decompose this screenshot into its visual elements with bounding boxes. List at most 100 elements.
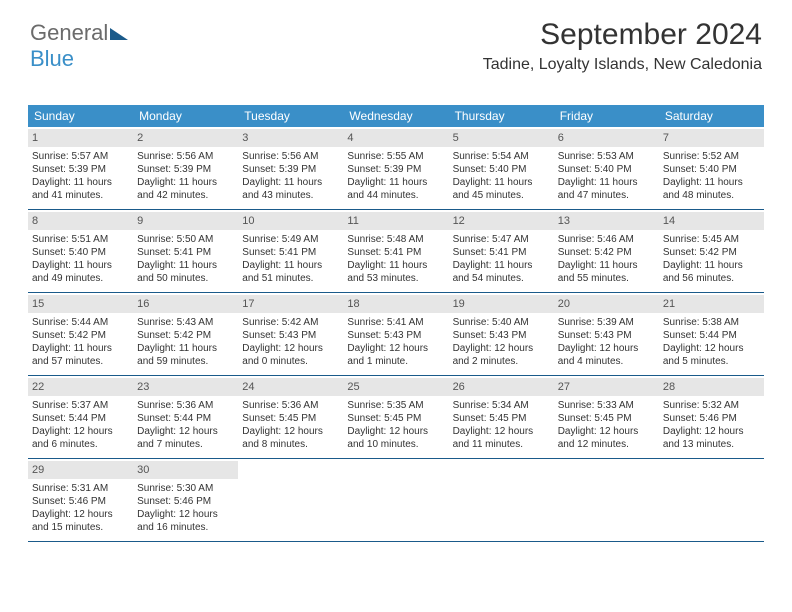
daylight-line-1: Daylight: 12 hours	[137, 425, 234, 438]
day-number: 17	[238, 295, 343, 313]
daylight-line-2: and 51 minutes.	[242, 272, 339, 285]
sunset-line: Sunset: 5:43 PM	[242, 329, 339, 342]
day-cell	[449, 459, 554, 541]
sunrise-line: Sunrise: 5:30 AM	[137, 482, 234, 495]
daylight-line-2: and 7 minutes.	[137, 438, 234, 451]
brand-part2: Blue	[30, 46, 74, 71]
sunrise-line: Sunrise: 5:40 AM	[453, 316, 550, 329]
day-cell: 25Sunrise: 5:35 AMSunset: 5:45 PMDayligh…	[343, 376, 448, 458]
day-cell: 15Sunrise: 5:44 AMSunset: 5:42 PMDayligh…	[28, 293, 133, 375]
daylight-line-2: and 1 minute.	[347, 355, 444, 368]
day-number: 20	[554, 295, 659, 313]
sunrise-line: Sunrise: 5:43 AM	[137, 316, 234, 329]
daylight-line-2: and 47 minutes.	[558, 189, 655, 202]
day-cell: 1Sunrise: 5:57 AMSunset: 5:39 PMDaylight…	[28, 127, 133, 209]
sunset-line: Sunset: 5:44 PM	[137, 412, 234, 425]
sunset-line: Sunset: 5:43 PM	[347, 329, 444, 342]
day-cell: 3Sunrise: 5:56 AMSunset: 5:39 PMDaylight…	[238, 127, 343, 209]
daylight-line-1: Daylight: 12 hours	[32, 508, 129, 521]
sunrise-line: Sunrise: 5:39 AM	[558, 316, 655, 329]
day-number: 12	[449, 212, 554, 230]
sunrise-line: Sunrise: 5:32 AM	[663, 399, 760, 412]
daylight-line-1: Daylight: 11 hours	[453, 176, 550, 189]
daylight-line-2: and 44 minutes.	[347, 189, 444, 202]
brand-triangle-icon	[110, 28, 128, 40]
daylight-line-1: Daylight: 11 hours	[137, 342, 234, 355]
daylight-line-1: Daylight: 11 hours	[32, 259, 129, 272]
daylight-line-1: Daylight: 12 hours	[242, 342, 339, 355]
day-cell: 30Sunrise: 5:30 AMSunset: 5:46 PMDayligh…	[133, 459, 238, 541]
sunrise-line: Sunrise: 5:51 AM	[32, 233, 129, 246]
sunrise-line: Sunrise: 5:45 AM	[663, 233, 760, 246]
week-row: 29Sunrise: 5:31 AMSunset: 5:46 PMDayligh…	[28, 459, 764, 542]
sunset-line: Sunset: 5:45 PM	[242, 412, 339, 425]
day-cell	[554, 459, 659, 541]
daylight-line-1: Daylight: 11 hours	[347, 176, 444, 189]
day-cell: 13Sunrise: 5:46 AMSunset: 5:42 PMDayligh…	[554, 210, 659, 292]
brand-logo: General Blue	[30, 20, 128, 72]
daylight-line-1: Daylight: 12 hours	[663, 342, 760, 355]
day-cell: 14Sunrise: 5:45 AMSunset: 5:42 PMDayligh…	[659, 210, 764, 292]
day-number: 26	[449, 378, 554, 396]
weeks-container: 1Sunrise: 5:57 AMSunset: 5:39 PMDaylight…	[28, 127, 764, 542]
week-row: 22Sunrise: 5:37 AMSunset: 5:44 PMDayligh…	[28, 376, 764, 459]
sunset-line: Sunset: 5:42 PM	[663, 246, 760, 259]
daylight-line-2: and 55 minutes.	[558, 272, 655, 285]
daylight-line-2: and 8 minutes.	[242, 438, 339, 451]
day-cell: 11Sunrise: 5:48 AMSunset: 5:41 PMDayligh…	[343, 210, 448, 292]
day-cell: 5Sunrise: 5:54 AMSunset: 5:40 PMDaylight…	[449, 127, 554, 209]
sunset-line: Sunset: 5:40 PM	[453, 163, 550, 176]
daylight-line-2: and 12 minutes.	[558, 438, 655, 451]
day-cell: 16Sunrise: 5:43 AMSunset: 5:42 PMDayligh…	[133, 293, 238, 375]
day-number: 13	[554, 212, 659, 230]
day-number: 9	[133, 212, 238, 230]
sunrise-line: Sunrise: 5:54 AM	[453, 150, 550, 163]
week-row: 1Sunrise: 5:57 AMSunset: 5:39 PMDaylight…	[28, 127, 764, 210]
sunrise-line: Sunrise: 5:36 AM	[137, 399, 234, 412]
dow-cell: Monday	[133, 105, 238, 127]
day-cell: 19Sunrise: 5:40 AMSunset: 5:43 PMDayligh…	[449, 293, 554, 375]
day-number: 24	[238, 378, 343, 396]
day-number: 25	[343, 378, 448, 396]
sunset-line: Sunset: 5:39 PM	[347, 163, 444, 176]
day-number: 27	[554, 378, 659, 396]
sunset-line: Sunset: 5:45 PM	[558, 412, 655, 425]
day-cell: 20Sunrise: 5:39 AMSunset: 5:43 PMDayligh…	[554, 293, 659, 375]
sunrise-line: Sunrise: 5:52 AM	[663, 150, 760, 163]
day-cell: 26Sunrise: 5:34 AMSunset: 5:45 PMDayligh…	[449, 376, 554, 458]
sunrise-line: Sunrise: 5:41 AM	[347, 316, 444, 329]
sunset-line: Sunset: 5:40 PM	[663, 163, 760, 176]
sunset-line: Sunset: 5:44 PM	[663, 329, 760, 342]
dow-cell: Friday	[554, 105, 659, 127]
daylight-line-1: Daylight: 12 hours	[453, 342, 550, 355]
sunset-line: Sunset: 5:40 PM	[32, 246, 129, 259]
sunset-line: Sunset: 5:41 PM	[137, 246, 234, 259]
daylight-line-2: and 16 minutes.	[137, 521, 234, 534]
day-cell: 9Sunrise: 5:50 AMSunset: 5:41 PMDaylight…	[133, 210, 238, 292]
month-title: September 2024	[483, 18, 762, 52]
week-row: 8Sunrise: 5:51 AMSunset: 5:40 PMDaylight…	[28, 210, 764, 293]
day-cell: 8Sunrise: 5:51 AMSunset: 5:40 PMDaylight…	[28, 210, 133, 292]
day-number: 6	[554, 129, 659, 147]
sunset-line: Sunset: 5:41 PM	[242, 246, 339, 259]
day-number: 15	[28, 295, 133, 313]
day-number: 23	[133, 378, 238, 396]
sunset-line: Sunset: 5:42 PM	[137, 329, 234, 342]
sunset-line: Sunset: 5:40 PM	[558, 163, 655, 176]
daylight-line-1: Daylight: 11 hours	[137, 176, 234, 189]
sunset-line: Sunset: 5:46 PM	[137, 495, 234, 508]
daylight-line-2: and 49 minutes.	[32, 272, 129, 285]
sunrise-line: Sunrise: 5:35 AM	[347, 399, 444, 412]
dow-cell: Sunday	[28, 105, 133, 127]
day-number: 19	[449, 295, 554, 313]
day-number: 2	[133, 129, 238, 147]
day-cell: 27Sunrise: 5:33 AMSunset: 5:45 PMDayligh…	[554, 376, 659, 458]
daylight-line-2: and 11 minutes.	[453, 438, 550, 451]
daylight-line-1: Daylight: 11 hours	[242, 259, 339, 272]
daylight-line-2: and 45 minutes.	[453, 189, 550, 202]
daylight-line-2: and 0 minutes.	[242, 355, 339, 368]
day-cell	[659, 459, 764, 541]
daylight-line-1: Daylight: 11 hours	[32, 176, 129, 189]
sunset-line: Sunset: 5:42 PM	[558, 246, 655, 259]
daylight-line-1: Daylight: 12 hours	[347, 425, 444, 438]
